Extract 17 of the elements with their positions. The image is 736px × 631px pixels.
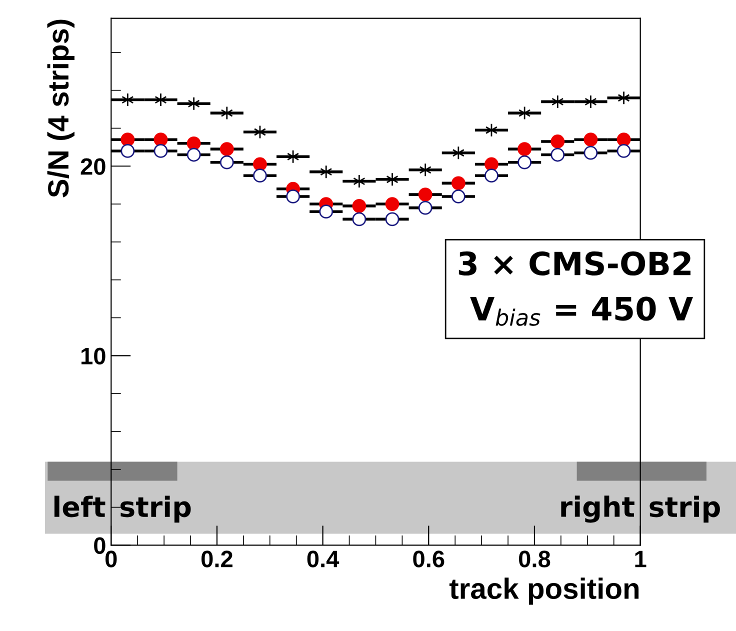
x-tick-label: 1: [635, 550, 646, 568]
x-axis-title: track position: [449, 578, 639, 605]
y-axis-title: S/N (4 strips): [47, 20, 74, 198]
annotation: right: [561, 496, 634, 523]
x-tick-label: 0.2: [201, 550, 232, 568]
x-tick-label: 0.4: [307, 550, 340, 568]
x-tick-label: 0: [106, 550, 117, 568]
annotation: 3 × CMS-OB2: [458, 251, 690, 276]
x-tick-label: 0.8: [519, 550, 550, 568]
y-tick-label: 20: [80, 158, 106, 175]
annotation: V$_{bias}$ = 450 V: [470, 296, 693, 326]
annotation: strip: [120, 496, 191, 523]
text: left: [54, 496, 106, 518]
text: strip: [650, 496, 720, 523]
y-tick-label: 10: [82, 348, 106, 364]
y-tick-label: 0: [94, 537, 106, 554]
x-tick-label: 0.6: [413, 550, 444, 568]
